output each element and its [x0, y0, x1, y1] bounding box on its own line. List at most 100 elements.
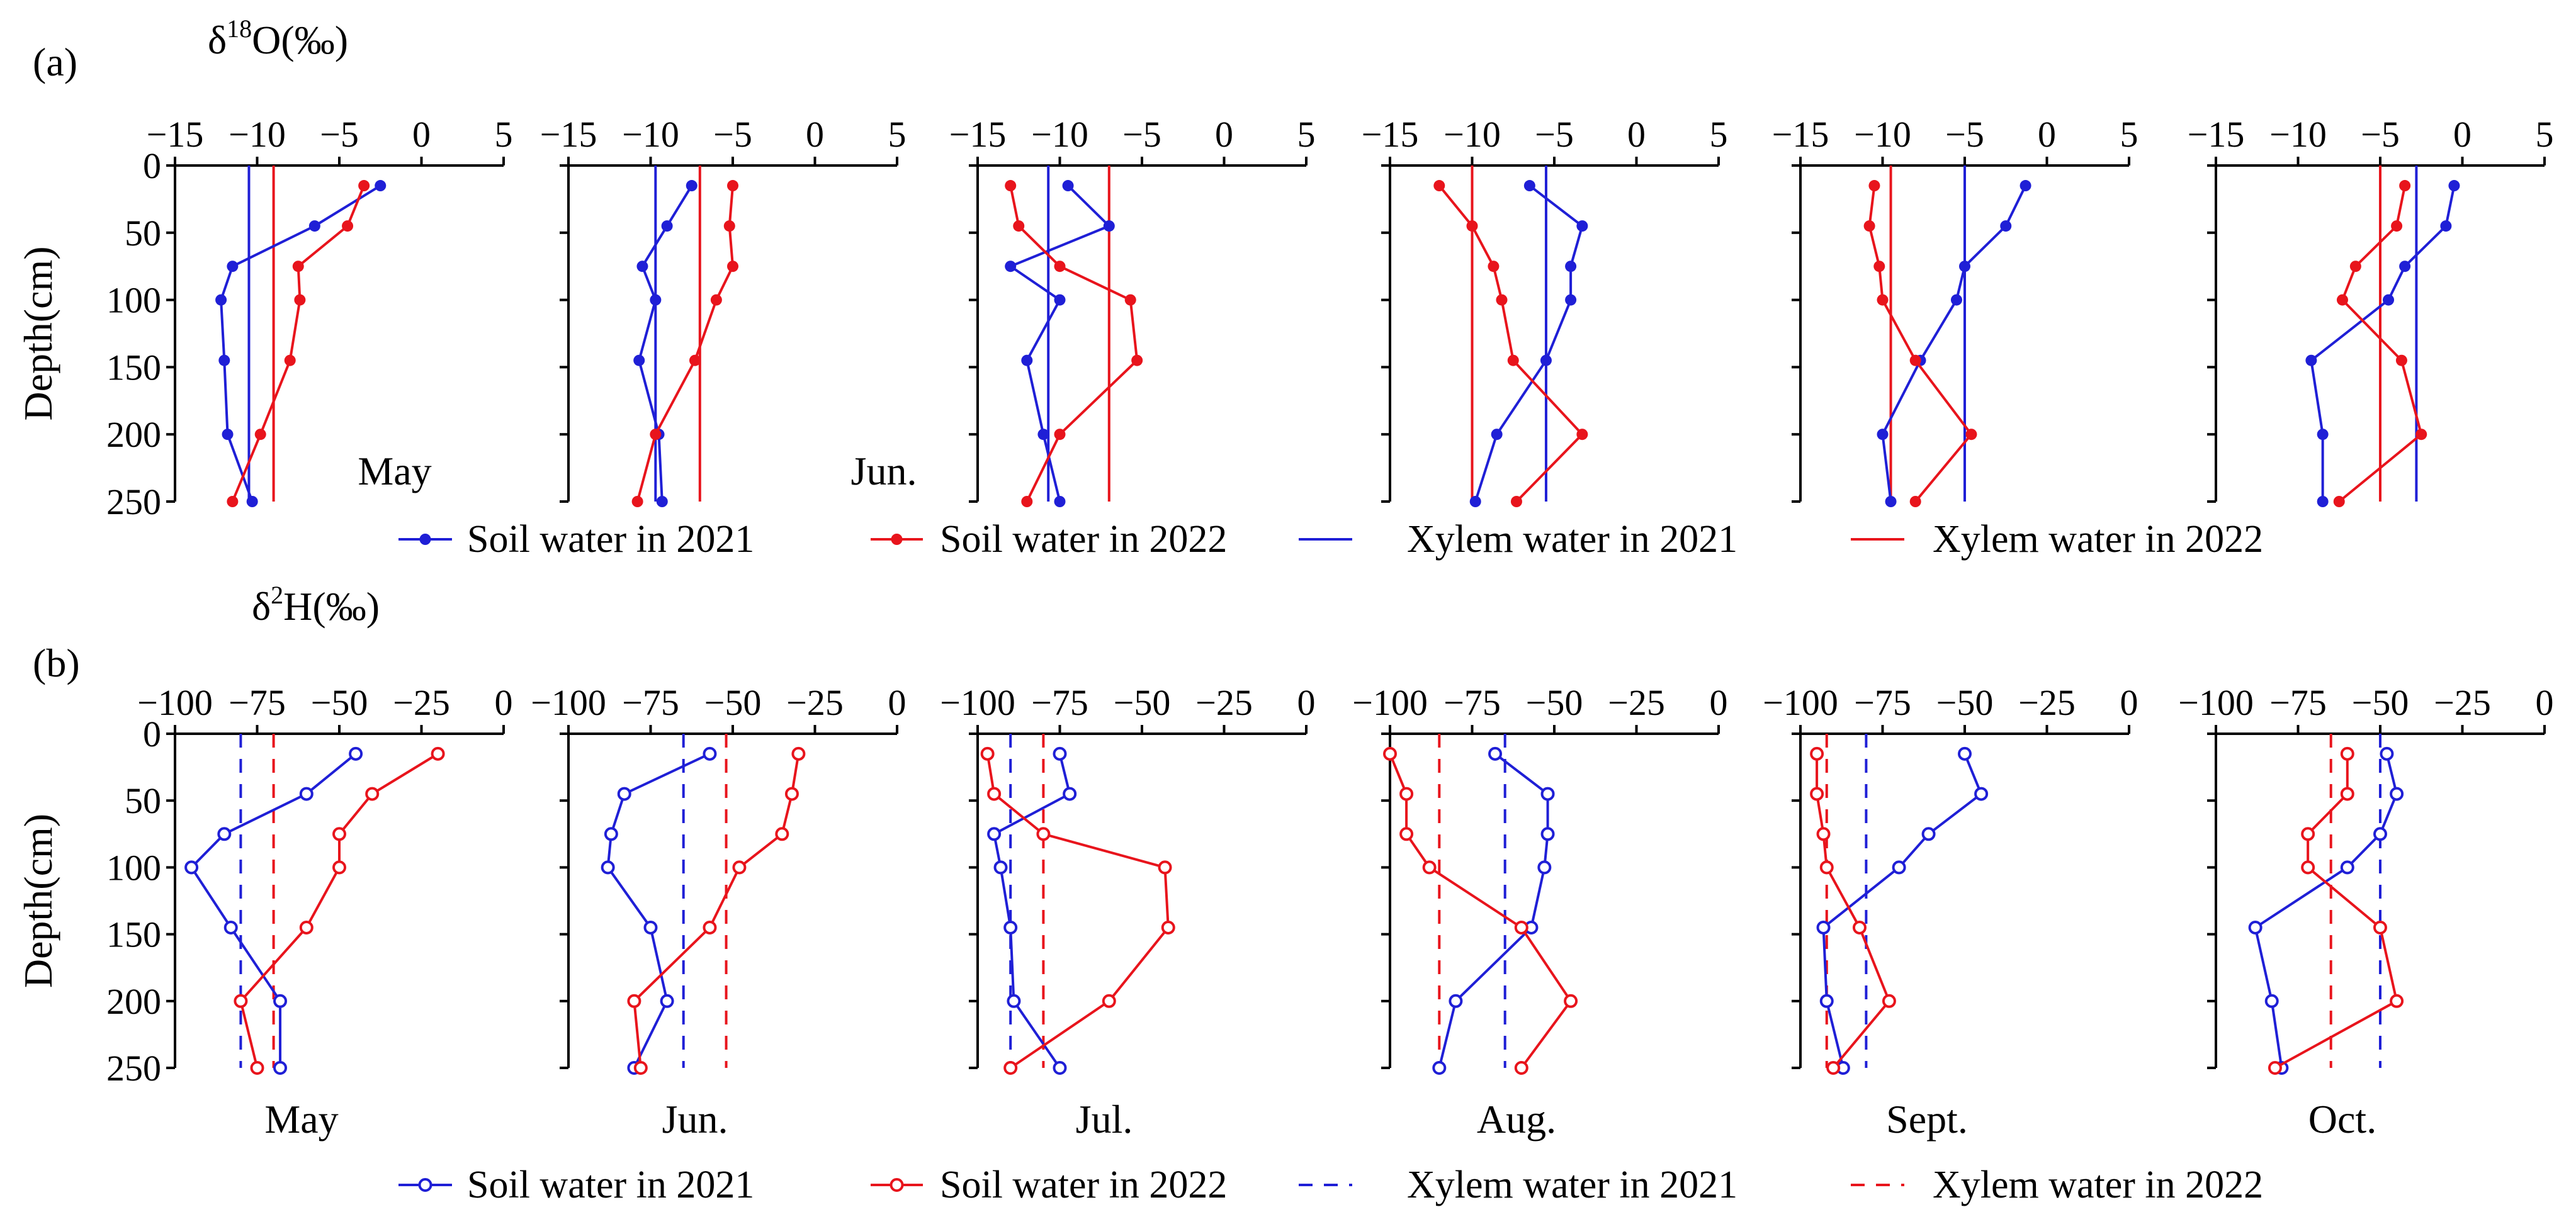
soil-2022-point [1488, 261, 1500, 272]
month-label: Jun. [662, 1097, 728, 1142]
soil-2022-point [1054, 261, 1066, 272]
y-tick-label: 150 [106, 347, 161, 388]
soil-2021-point [636, 261, 648, 272]
soil-2021-point [1488, 746, 1503, 761]
soil-2021-point [1053, 746, 1067, 761]
x-tick-label: −10 [2269, 114, 2327, 155]
soil-2022-point [2399, 180, 2411, 192]
soil-2022-point [294, 294, 306, 306]
soil-2022-point [775, 827, 789, 841]
x-tick-label: −5 [1945, 114, 1984, 155]
soil-2021-point [308, 220, 320, 232]
soil-2022-point [2390, 994, 2404, 1008]
x-tick-label: −10 [1854, 114, 1911, 155]
soil-2021-point [375, 180, 387, 192]
x-tick-label: −5 [713, 114, 752, 155]
soil-2022-point [1810, 787, 1824, 801]
soil-2021-point [1054, 496, 1066, 507]
x-tick-label: −5 [2361, 114, 2400, 155]
soil-2021-point [299, 787, 314, 801]
soil-2021-point [643, 920, 658, 934]
soil-2021-point [2000, 220, 2012, 232]
legend-label: Xylem water in 2021 [1407, 518, 1737, 561]
panel-aug: −100 −75 −50 −25 0 [1352, 682, 1728, 1075]
y-tick-label: 50 [125, 780, 161, 821]
x-tick-label: −5 [1122, 114, 1161, 155]
x-tick-label: −100 [2178, 682, 2254, 723]
x-tick-label: −50 [1526, 682, 1583, 723]
soil-2022-point [1868, 180, 1880, 192]
x-tick-label: −10 [622, 114, 679, 155]
soil-2022-point [1496, 294, 1508, 306]
panel-oct: −100 −75 −50 −25 0 [2178, 682, 2554, 1075]
soil-2022-point [1036, 827, 1051, 841]
soil-2021-point [349, 746, 363, 761]
soil-2022-point [2336, 294, 2348, 306]
soil-2021-point [1054, 294, 1066, 306]
soil-2022-point [1576, 429, 1588, 441]
x-tick-label: 5 [888, 114, 907, 155]
x-tick-label: 0 [1710, 682, 1728, 723]
soil-2022-point [1158, 860, 1172, 875]
variable-label-sup: 18 [227, 14, 252, 43]
soil-2021-point [1037, 429, 1049, 441]
soil-2022-point [1882, 994, 1896, 1008]
soil-2022-point [723, 220, 735, 232]
x-tick-label: 0 [806, 114, 824, 155]
x-tick-label: −75 [2269, 682, 2327, 723]
soil-2021-point [2020, 180, 2031, 192]
x-tick-label: −75 [1031, 682, 1088, 723]
x-tick-label: −25 [1608, 682, 1665, 723]
soil-2021-point [1005, 261, 1017, 272]
legend-marker [891, 534, 903, 545]
soil-2021-point [1877, 429, 1889, 441]
soil-2021-point [1469, 496, 1481, 507]
panel-sept: −15 −10 −5 0 5 [1772, 114, 2138, 507]
soil-2022-point [1124, 294, 1136, 306]
soil-2022-point [1514, 1061, 1528, 1075]
soil-2021-point [227, 261, 239, 272]
soil-2022-point [1102, 994, 1116, 1008]
soil-2021-point [2340, 860, 2354, 875]
y-axis-title: Depth(cm) [16, 814, 60, 988]
soil-2022-point [987, 787, 1002, 801]
x-tick-label: 0 [2038, 114, 2056, 155]
y-tick-label: 250 [106, 481, 161, 522]
figure-a: (a) δ18O(‰)Depth(cm)−15 −10 −5 0 505010015020… [16, 14, 2554, 561]
soil-2022-point [703, 920, 717, 934]
soil-2021-point [2399, 261, 2411, 272]
soil-2021-point [703, 746, 717, 761]
soil-2022-point [1909, 496, 1921, 507]
soil-2021-point [686, 180, 698, 192]
soil-2022-point [1863, 220, 1875, 232]
variable-label-base: δ [208, 18, 227, 62]
legend-label: Soil water in 2021 [467, 1164, 754, 1206]
soil-2022-point [2301, 860, 2315, 875]
soil-2022-point [254, 429, 266, 441]
soil-2021-point [215, 294, 227, 306]
soil-2022-point [980, 746, 995, 761]
soil-2022-point [2301, 827, 2315, 841]
soil-2022-point [1005, 180, 1017, 192]
soil-2022-point [2268, 1061, 2282, 1075]
legend-label: Soil water in 2021 [467, 518, 754, 561]
soil-2022-point [332, 827, 346, 841]
y-tick-label: 100 [106, 280, 161, 321]
x-tick-label: −75 [622, 682, 679, 723]
legend: Soil water in 2021 Soil water in 2022 Xyle… [398, 1164, 2263, 1206]
x-tick-label: 5 [1297, 114, 1316, 155]
y-tick-label: 200 [106, 414, 161, 455]
panel-aug: −15 −10 −5 0 5 [1362, 114, 1728, 507]
soil-2022-point [650, 429, 662, 441]
variable-label-tail: H(‰) [283, 584, 380, 629]
x-tick-label: −100 [1763, 682, 1838, 723]
variable-label-sup: 2 [271, 581, 283, 609]
soil-2022-point [1507, 354, 1519, 366]
soil-2022-point [732, 860, 747, 875]
soil-2022-point [631, 496, 643, 507]
panel-jul: −15 −10 −5 0 5 [949, 114, 1316, 507]
legend-label: Xylem water in 2021 [1407, 1164, 1737, 1206]
x-tick-label: −25 [2018, 682, 2076, 723]
soil-2021-point [661, 220, 673, 232]
